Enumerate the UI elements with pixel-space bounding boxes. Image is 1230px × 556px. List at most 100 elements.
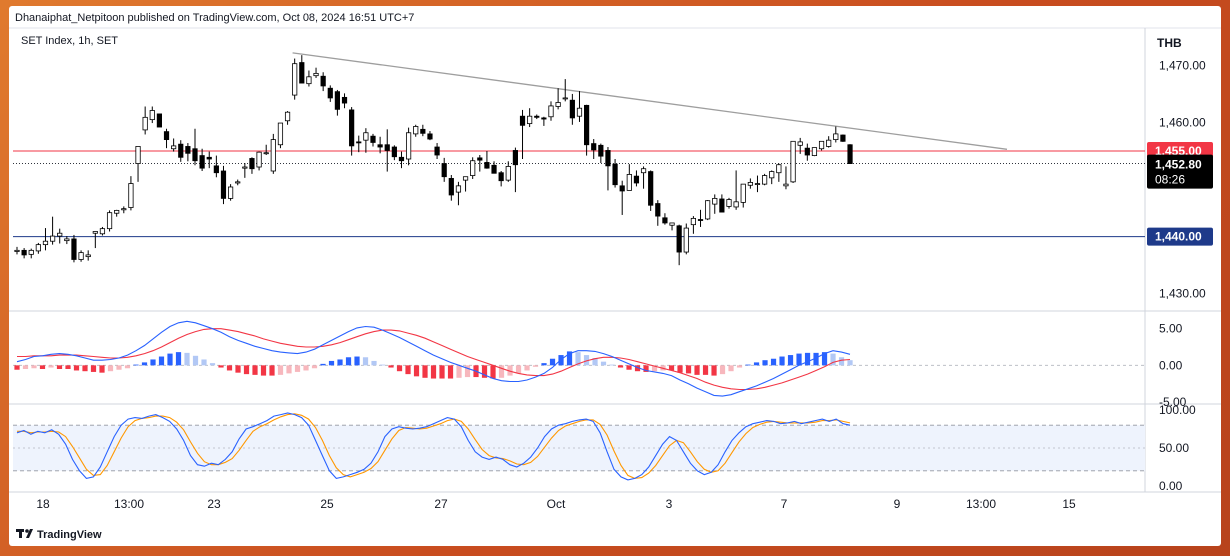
candle [726, 197, 732, 209]
candle [633, 170, 640, 187]
macd-panel[interactable] [13, 320, 1145, 397]
candle-body [762, 175, 768, 185]
candle-body [505, 166, 511, 181]
candle-body [804, 147, 810, 156]
candle [754, 175, 761, 193]
candle-body [498, 172, 504, 182]
candle [690, 216, 697, 234]
candle [21, 248, 27, 259]
macd-histogram-bar [762, 360, 768, 366]
macd-histogram-bar [269, 365, 275, 376]
candle [598, 143, 604, 164]
candle-body [306, 76, 312, 85]
bar-countdown-label: 08:26 [1155, 173, 1185, 187]
candle [99, 226, 106, 236]
candle [434, 143, 440, 160]
candle-body [811, 147, 818, 156]
macd-histogram-bar [694, 365, 700, 375]
macd-histogram-bar [116, 365, 122, 370]
candle-body [356, 141, 362, 144]
macd-histogram-bar [507, 365, 513, 376]
support-price-label-bg [1147, 227, 1213, 246]
candle-body [619, 185, 625, 192]
macd-histogram-bar [99, 365, 105, 373]
candle [149, 106, 155, 124]
candle [669, 222, 675, 231]
candle [42, 228, 49, 251]
candle-body [121, 208, 127, 211]
price-axis[interactable]: 1,470.00 1,460.00 1,430.00 1,455.001,452.80… [1147, 58, 1213, 493]
macd-line [16, 320, 851, 397]
time-tick-label: 15 [1062, 497, 1076, 511]
tradingview-logo: TradingView [16, 529, 102, 541]
macd-tick-label: -5.00 [1159, 395, 1187, 409]
macd-histogram-bar [498, 365, 505, 378]
candle-body [227, 186, 234, 199]
macd-histogram-bar [736, 365, 743, 368]
currency-label[interactable]: THB [1157, 36, 1182, 50]
candle-body [797, 141, 803, 146]
candle-body [847, 144, 853, 164]
candle [640, 166, 647, 189]
candle-body [598, 144, 604, 157]
candle [128, 176, 134, 211]
macd-histogram-bar [90, 365, 97, 372]
candle [548, 101, 554, 121]
candle-body [28, 249, 34, 255]
candle-body [50, 235, 56, 242]
candle-body [726, 199, 732, 207]
candle [398, 151, 405, 169]
macd-histogram-bar [56, 365, 63, 369]
macd-histogram-bar [286, 365, 292, 374]
candle-body [277, 122, 284, 146]
candle [370, 133, 376, 147]
time-tick-label: Oct [547, 497, 566, 511]
macd-tick-label: 0.00 [1159, 358, 1183, 372]
candle-body [206, 156, 212, 160]
candle [576, 91, 583, 122]
stochastic-panel[interactable] [13, 412, 1145, 481]
price-panel[interactable] [13, 52, 1145, 266]
candle [57, 228, 63, 244]
time-tick-label: 9 [894, 497, 901, 511]
candle-body [313, 72, 319, 77]
candle-body [740, 183, 746, 203]
candle-body [754, 183, 761, 185]
macd-histogram-bar [226, 365, 233, 371]
candle-body [484, 162, 490, 169]
candle-body [71, 238, 77, 260]
candle-body [320, 75, 326, 87]
symbol-legend[interactable]: SET Index, 1h, SET [21, 35, 118, 47]
macd-histogram-bar [575, 352, 581, 366]
candle-body [341, 96, 348, 104]
tradingview-chart[interactable]: Dhanaiphat_Netpitoon published on Tradin… [9, 6, 1221, 546]
candle [840, 134, 846, 142]
macd-histogram-bar [65, 365, 71, 369]
candle [213, 155, 219, 178]
macd-histogram-bar [22, 365, 29, 369]
macd-histogram-bar [617, 365, 624, 368]
candle-body [128, 183, 134, 208]
candle-body [626, 174, 632, 191]
candle-body [142, 116, 148, 131]
macd-histogram-bar [456, 365, 462, 378]
macd-histogram-bar [804, 352, 811, 366]
candle [804, 143, 810, 161]
macd-histogram-bar [124, 365, 131, 369]
macd-histogram-bar [422, 365, 428, 378]
candle-body [491, 164, 497, 174]
macd-histogram-bar [218, 365, 224, 368]
candle [740, 183, 746, 208]
candle [591, 139, 597, 160]
last-price-label-bg [1147, 154, 1213, 189]
candle-body [690, 217, 697, 226]
candle-body [370, 135, 376, 143]
candle [227, 184, 234, 201]
resistance-price-label: 1,455.00 [1155, 144, 1202, 158]
macd-histogram-bar [158, 356, 165, 366]
candle-body [662, 217, 668, 224]
time-axis[interactable]: 18 13:00 23 25 27 Oct 3 7 9 13:00 15 [36, 497, 1076, 511]
candle [292, 58, 298, 100]
candle-body [519, 115, 526, 126]
candle-body [99, 228, 106, 235]
